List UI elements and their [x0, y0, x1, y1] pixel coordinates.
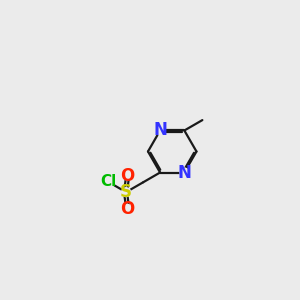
- Text: S: S: [120, 183, 132, 201]
- Text: N: N: [153, 122, 167, 140]
- Circle shape: [123, 204, 132, 213]
- Circle shape: [103, 176, 115, 188]
- Circle shape: [122, 188, 130, 197]
- Text: Cl: Cl: [100, 175, 117, 190]
- Circle shape: [180, 168, 189, 177]
- Text: O: O: [120, 200, 134, 218]
- Circle shape: [123, 171, 132, 180]
- Text: N: N: [177, 164, 191, 181]
- Circle shape: [156, 126, 164, 135]
- Text: O: O: [120, 167, 134, 184]
